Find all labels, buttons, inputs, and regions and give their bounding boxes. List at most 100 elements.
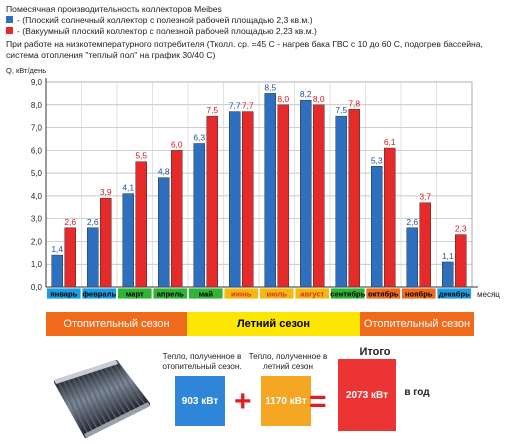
bar-value-label-red: 7,5 [206, 105, 218, 115]
total-caption: Итого [359, 346, 391, 358]
collector-tube [95, 366, 131, 416]
legend-swatch-blue [6, 16, 13, 23]
bar-value-label-blue: 8,5 [264, 82, 276, 92]
legend-swatch-red [6, 27, 13, 34]
x-tick-label: февраль [82, 290, 116, 299]
collector-tube [54, 380, 88, 438]
bar-red [384, 147, 396, 288]
legend-label-flat: - (Плоский солнечный коллектор с полезно… [17, 15, 313, 25]
summer-value: 1170 кВт [265, 395, 307, 407]
month-cell [188, 287, 224, 300]
y-tick-label: 9,0 [31, 78, 43, 87]
collector-tube [100, 364, 136, 414]
y-tick-label: 0,0 [31, 283, 43, 292]
bar-value-label-blue: 8,2 [300, 89, 312, 99]
month-cell [330, 287, 366, 300]
legend-label-vacuum: - (Вакуумный плоский коллектор с полезно… [17, 26, 317, 36]
season-heating-left: Отопительный сезон [46, 312, 187, 336]
legend-item-flat: - (Плоский солнечный коллектор с полезно… [6, 15, 313, 26]
y-axis-label: Q, кВт/день [6, 66, 46, 75]
month-cell [259, 287, 295, 300]
note-line-1: При работе на низкотемпературного потреб… [6, 39, 483, 49]
bar-blue [371, 166, 383, 288]
bar-red [64, 227, 76, 288]
collector-tube [67, 375, 103, 431]
bar-red [171, 150, 183, 288]
bar-blue [193, 143, 205, 288]
bar-value-label-red: 8,0 [313, 94, 325, 104]
bar-red [206, 115, 218, 288]
x-tick-label: январь [50, 290, 77, 299]
month-cell [223, 287, 259, 300]
bar-blue [335, 115, 347, 288]
summer-value-box: 1170 кВт [261, 376, 311, 426]
bar-blue [87, 227, 99, 288]
vacuum-collector-image [54, 360, 150, 438]
bar-red [277, 104, 289, 288]
y-tick-label: 6,0 [31, 146, 43, 155]
bar-value-label-red: 3,7 [419, 192, 431, 202]
bar-blue [300, 99, 312, 288]
per-year-label: в год [404, 387, 430, 398]
bar-value-label-blue: 4,8 [158, 167, 170, 177]
x-tick-label: октябрь [368, 290, 399, 299]
month-cell [294, 287, 330, 300]
y-tick-label: 4,0 [31, 192, 43, 201]
month-cell [401, 287, 437, 300]
bar-value-label-red: 2,6 [64, 217, 76, 227]
x-tick-label: апрель [157, 290, 184, 299]
bar-value-label-red: 6,0 [171, 139, 183, 149]
collector-tube [109, 361, 146, 409]
collector-tube [77, 372, 112, 426]
x-tick-label: ноябрь [405, 290, 433, 299]
collector-tube [90, 367, 127, 419]
x-axis-label: месяц [477, 290, 500, 299]
total-value-box: 2073 кВт [338, 359, 396, 431]
bar-value-label-blue: 2,6 [87, 217, 99, 227]
bar-value-label-blue: 2,6 [406, 217, 418, 227]
bar-red [135, 161, 147, 288]
heating-caption: Тепло, полученное в отопительный сезон. [162, 352, 242, 371]
bar-red [455, 234, 467, 288]
collector-tube [86, 369, 122, 421]
bar-value-label-blue: 7,5 [335, 105, 347, 115]
y-tick-label: 8,0 [31, 101, 43, 110]
bar-value-label-blue: 4,1 [122, 183, 134, 193]
total-value: 2073 кВт [345, 389, 389, 401]
bar-value-label-blue: 7,7 [229, 101, 241, 111]
bar-red [419, 202, 431, 288]
bar-red [348, 109, 360, 288]
bar-value-label-red: 7,8 [348, 98, 360, 108]
summer-caption: Тепло, полученное в летний сезон [248, 352, 328, 371]
x-tick-label: май [199, 290, 214, 299]
month-cell [152, 287, 188, 300]
x-tick-label: декабрь [439, 290, 470, 299]
y-tick-label: 3,0 [31, 215, 43, 224]
bar-blue [51, 254, 63, 288]
y-tick-label: 7,0 [31, 124, 43, 133]
x-tick-label: июнь [231, 290, 252, 299]
x-tick-label: июль [267, 290, 288, 299]
x-tick-label: сентябрь [330, 290, 366, 299]
collector-tube [81, 370, 117, 424]
bar-red [100, 197, 112, 288]
legend-item-vacuum: - (Вакуумный плоский коллектор с полезно… [6, 26, 317, 37]
bar-value-label-blue: 1,1 [442, 251, 454, 261]
bar-blue [158, 177, 170, 288]
collector-tube [104, 363, 141, 411]
bar-value-label-red: 2,3 [455, 224, 467, 234]
heating-value-box: 903 кВт [175, 376, 225, 426]
bar-value-label-blue: 6,3 [193, 133, 205, 143]
collector-tube [63, 376, 98, 434]
bar-value-label-red: 8,0 [277, 94, 289, 104]
bar-chart: 0,0 1,0 2,0 3,0 4,0 5,0 6,0 7,0 8,0 9,0 Q, кВт/ден… [6, 66, 500, 300]
bar-blue [229, 111, 241, 288]
y-tick-label: 2,0 [31, 237, 43, 246]
month-cell [117, 287, 153, 300]
x-tick-label: август [300, 290, 324, 299]
bar-value-label-blue: 1,4 [51, 244, 63, 254]
x-tick-label: март [126, 290, 144, 299]
equals-sign: = [309, 385, 327, 418]
month-cell [46, 287, 82, 300]
bar-value-label-red: 3,9 [100, 187, 112, 197]
